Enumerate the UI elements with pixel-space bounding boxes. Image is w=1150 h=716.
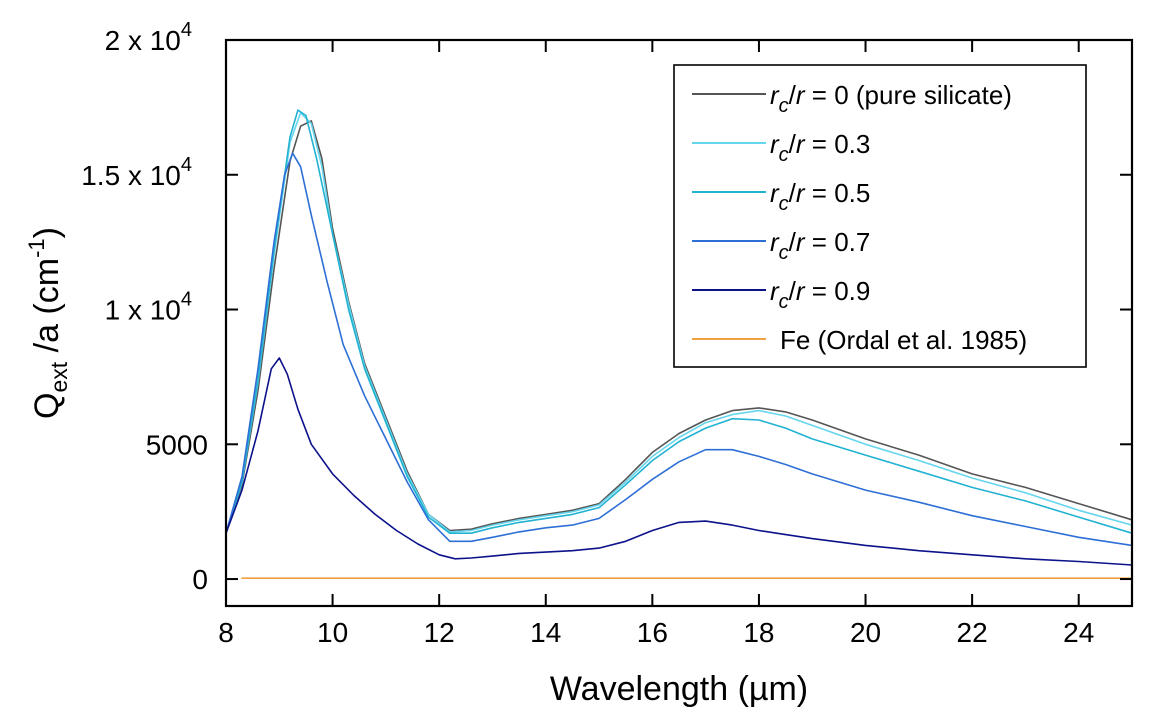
series-layer: [225, 109, 1133, 579]
x-tick-label: 12: [424, 617, 455, 648]
x-tick-label: 14: [530, 617, 561, 648]
legend-label-value: = 0.5: [805, 178, 871, 208]
y-tick-label: 1 x 104: [105, 289, 192, 326]
series-line-3: [225, 152, 1133, 547]
legend: rc/r = 0 (pure silicate)rc/r = 0.3rc/r =…: [673, 64, 1087, 368]
y-axis-title: Qext /a (cm-1): [24, 227, 72, 419]
x-tick-label: 8: [218, 617, 234, 648]
y-tick-label-exp: 4: [181, 289, 192, 311]
y-axis-title-sub: ext: [46, 361, 72, 392]
legend-label-rest: /: [789, 178, 797, 208]
legend-label-r2: r: [796, 276, 806, 306]
legend-label-sub: c: [779, 144, 789, 166]
y-tick-label-base: 1 x 10: [105, 295, 181, 326]
legend-label-value: = 0 (pure silicate): [805, 80, 1012, 110]
x-tick-label: 18: [743, 617, 774, 648]
legend-label-r2: r: [796, 80, 806, 110]
legend-items: rc/r = 0 (pure silicate)rc/r = 0.3rc/r =…: [692, 80, 1027, 355]
legend-label-sub: c: [779, 95, 789, 117]
legend-label-2: rc/r = 0.5: [770, 178, 870, 215]
legend-label-0: rc/r = 0 (pure silicate): [770, 80, 1012, 117]
legend-label-rest: /: [789, 276, 797, 306]
x-tick-label: 16: [637, 617, 668, 648]
x-tick-label: 20: [850, 617, 881, 648]
legend-label-4: rc/r = 0.9: [770, 276, 870, 313]
y-axis-title-sup: -1: [24, 238, 49, 258]
legend-label-r2: r: [796, 129, 806, 159]
y-tick-label-base: 1.5 x 10: [81, 160, 181, 191]
y-tick-label: 0: [192, 564, 208, 595]
legend-frame: [673, 64, 1087, 368]
y-tick-label-exp: 4: [181, 19, 192, 41]
y-tick-label: 2 x 104: [105, 19, 192, 56]
legend-label-sub: c: [779, 291, 789, 313]
plot-frame: [224, 38, 1134, 608]
legend-label-3: rc/r = 0.7: [770, 227, 870, 264]
y-tick-label-exp: 4: [181, 154, 192, 176]
legend-label-1: rc/r = 0.3: [770, 129, 870, 166]
y-tick-label-base: 2 x 10: [105, 25, 181, 56]
x-axis-title: Wavelength (µm): [550, 670, 808, 708]
legend-label-r2: r: [796, 227, 806, 257]
legend-label-sub: c: [779, 193, 789, 215]
legend-label-value: = 0.7: [805, 227, 871, 257]
legend-label-rest: /: [789, 227, 797, 257]
legend-label-r: r: [770, 276, 780, 306]
x-tick-label: 22: [957, 617, 988, 648]
legend-label-5: Fe (Ordal et al. 1985): [780, 325, 1027, 355]
y-tick-label: 5000: [146, 429, 208, 460]
legend-label-r: r: [770, 80, 780, 110]
y-axis-title-main: Q: [28, 393, 66, 419]
legend-label-r: r: [770, 227, 780, 257]
legend-label-rest: /: [789, 129, 797, 159]
legend-label-r2: r: [796, 178, 806, 208]
legend-label-value: = 0.3: [805, 129, 871, 159]
y-tick-label: 1.5 x 104: [81, 154, 192, 191]
x-tick-label: 10: [317, 617, 348, 648]
legend-label-rest: /: [789, 80, 797, 110]
legend-label-sub: c: [779, 242, 789, 264]
y-axis-title-rest: /a (cm: [28, 258, 66, 362]
y-axis-title-close: ): [28, 227, 66, 238]
series-line-4: [225, 357, 1133, 566]
series-line-2: [225, 109, 1133, 534]
x-tick-label: 24: [1063, 617, 1094, 648]
legend-label-value: = 0.9: [805, 276, 871, 306]
legend-label-r: r: [770, 178, 780, 208]
legend-label-r: r: [770, 129, 780, 159]
